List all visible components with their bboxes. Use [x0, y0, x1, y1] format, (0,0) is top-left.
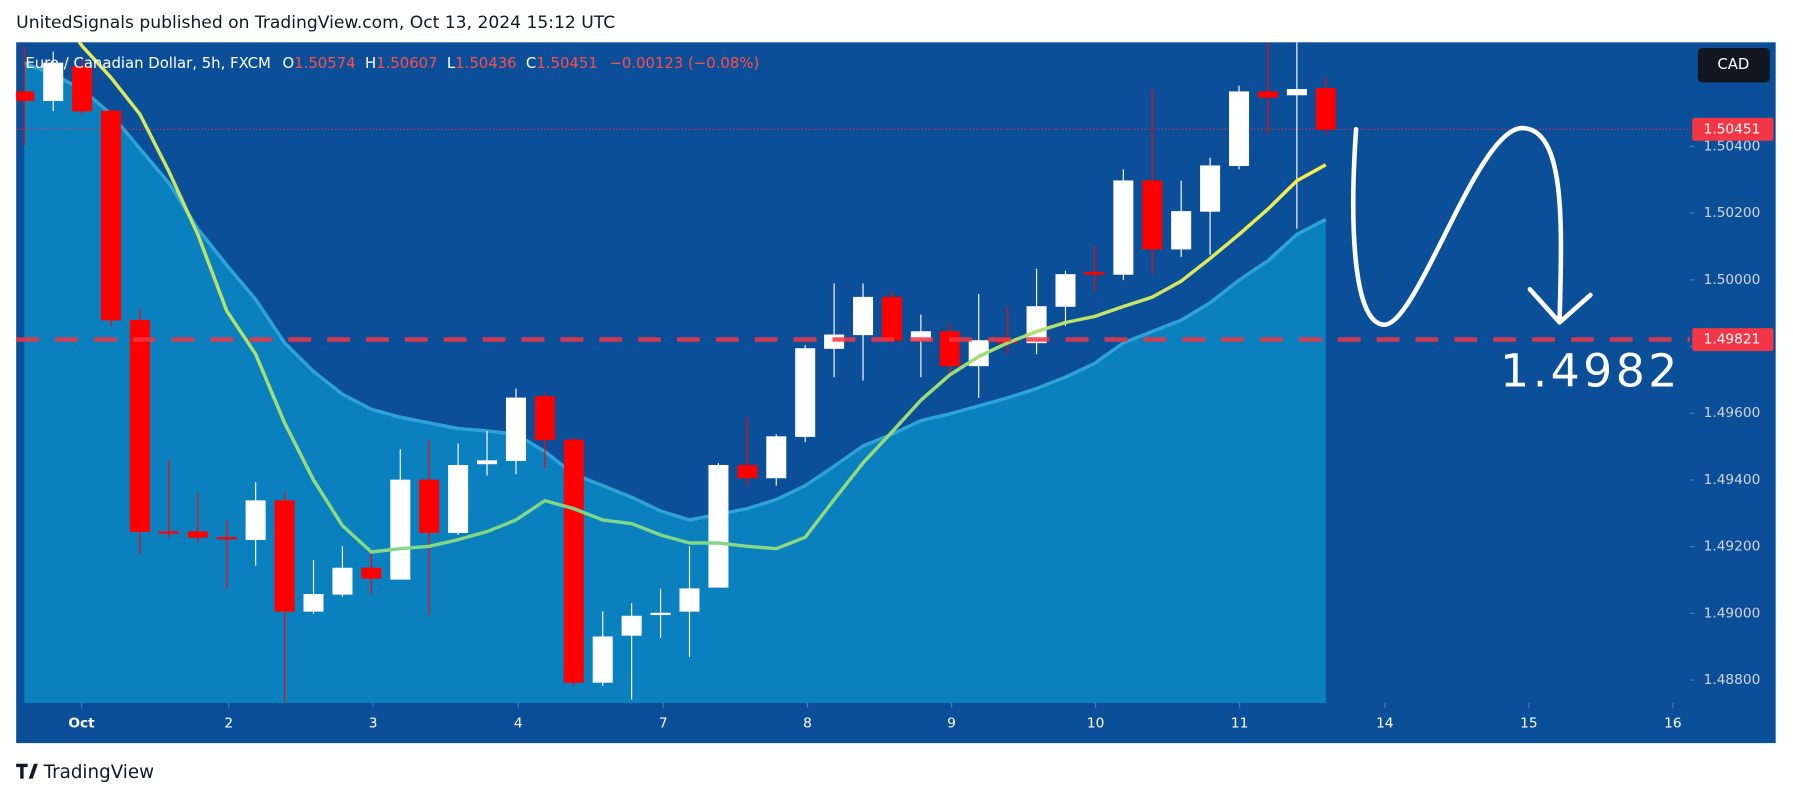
candle-body [101, 110, 122, 321]
x-tick-label: 8 [803, 716, 812, 732]
y-tick-label: 1.49200 [1704, 539, 1761, 555]
candle-body [448, 464, 469, 533]
candle-body [679, 588, 700, 612]
legend-low: 1.50436 [455, 54, 516, 72]
candle-body [1055, 274, 1076, 307]
price-label-box [1692, 117, 1774, 141]
candle-body [1142, 180, 1163, 250]
candle-body [505, 397, 526, 461]
arrow-head [1527, 286, 1593, 325]
x-tick-label: 16 [1664, 716, 1681, 732]
legend-low-label: L [447, 54, 456, 72]
x-tick-label: 14 [1376, 716, 1393, 732]
candle-body [939, 331, 960, 367]
x-tick-label: 7 [659, 716, 668, 732]
candle-body [43, 62, 64, 101]
footer-logo [16, 763, 38, 779]
candle-body [853, 296, 874, 336]
candle-body [1171, 211, 1192, 250]
candle-body [390, 479, 411, 580]
y-tick-label: 1.50400 [1704, 138, 1761, 154]
x-tick-label: Oct [68, 716, 95, 732]
candle-body [621, 615, 642, 636]
candle-body [274, 500, 295, 612]
x-tick-label: 9 [947, 716, 956, 732]
plot-area [16, 42, 1690, 704]
candle-body [72, 66, 93, 112]
candle-body [1200, 165, 1221, 212]
y-tick-label: 1.50200 [1704, 205, 1761, 221]
legend-close-label: C [526, 54, 536, 72]
logo-icon [16, 763, 38, 779]
y-tick-label: 1.48800 [1704, 672, 1761, 688]
candle-body [1315, 88, 1336, 130]
candle-body [1084, 271, 1105, 275]
candle-body [1113, 180, 1134, 275]
candle-body [881, 296, 902, 341]
x-tick-label: 15 [1520, 716, 1537, 732]
candle-body [766, 436, 787, 479]
candle-body [361, 567, 382, 579]
candle-body [187, 531, 208, 538]
legend-symbol: Euro / Canadian Dollar, 5h, FXCM [25, 54, 271, 72]
x-tick-label: 3 [369, 716, 378, 732]
candle-body [795, 348, 816, 437]
annotation: 1.4982 [1500, 344, 1681, 397]
candle-body [477, 460, 498, 465]
x-tick-label: 11 [1231, 716, 1248, 732]
legend-close: 1.50451 [536, 54, 597, 72]
candle-body [16, 91, 35, 101]
x-tick-label: 2 [224, 716, 233, 732]
candle-body [303, 594, 324, 612]
price-label: 1.49821 [1704, 332, 1761, 348]
candle-body [737, 464, 758, 479]
candle-body [245, 500, 266, 540]
axes: 1.48800 1.49000 1.49200 1.49400 1.49600 1.498… [16, 117, 1774, 732]
price-label-box [1692, 328, 1774, 351]
area-line [23, 61, 1327, 522]
moving-average [77, 42, 1327, 554]
drawn-arrow [1351, 125, 1564, 327]
candle-body [563, 439, 584, 683]
candle-body [708, 464, 729, 588]
candle-body [216, 537, 237, 540]
y-tick-label: 1.50000 [1704, 272, 1761, 288]
candle-body [650, 612, 671, 616]
legend-high: 1.50607 [376, 54, 437, 72]
y-tick-label: 1.49000 [1704, 605, 1761, 621]
candle-body [129, 319, 150, 532]
footer: TradingView [43, 762, 155, 783]
x-tick-label: 10 [1087, 716, 1104, 732]
legend-change: −0.00123 (−0.08%) [609, 54, 759, 72]
candle-body [158, 531, 179, 534]
legend-open-label: O [282, 54, 294, 72]
currency-box[interactable] [1697, 48, 1770, 83]
x-tick-label: 4 [514, 716, 523, 732]
candle-body [1257, 91, 1278, 98]
candle-body [1229, 91, 1250, 167]
header: UnitedSignals published on TradingView.c… [16, 13, 615, 33]
y-tick-label: 1.49600 [1704, 405, 1761, 421]
candle-body [332, 567, 353, 595]
candle-body [419, 479, 440, 533]
y-tick-label: 1.49400 [1704, 472, 1761, 488]
candle-body [592, 636, 613, 683]
area-fill [24, 62, 1326, 704]
candle-body [534, 396, 555, 441]
candle-body [1286, 89, 1307, 96]
price-label: 1.50451 [1704, 121, 1761, 137]
currency[interactable]: CAD [1717, 55, 1749, 73]
legend-high-label: H [365, 54, 376, 72]
legend-open: 1.50574 [294, 54, 355, 72]
legend: Euro / Canadian Dollar, 5h, FXCM O1.5057… [25, 54, 759, 72]
